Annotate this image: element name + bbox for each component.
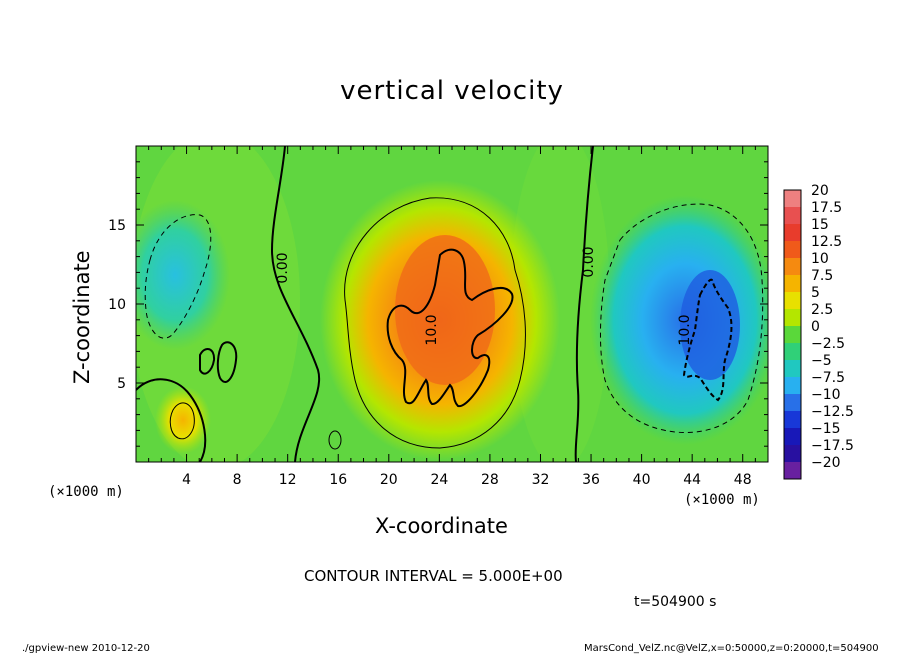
colorbar-label: 7.5 bbox=[811, 268, 833, 284]
colorbar-swatch bbox=[784, 428, 801, 445]
x-tick-label: 24 bbox=[430, 472, 448, 488]
colorbar-swatch bbox=[784, 377, 801, 394]
x-tick-label: 28 bbox=[481, 472, 499, 488]
x-tick-label: 12 bbox=[279, 472, 297, 488]
colorbar-swatch bbox=[784, 360, 801, 377]
y-tick-label: 15 bbox=[108, 218, 126, 234]
x-tick-label: 20 bbox=[380, 472, 398, 488]
x-tick-label: 16 bbox=[329, 472, 347, 488]
y-tick-label: 10 bbox=[108, 297, 126, 313]
x-unit-label-left: (×1000 m) bbox=[48, 484, 124, 500]
contour-downdraft-outer bbox=[599, 203, 764, 434]
contour-interval-note: CONTOUR INTERVAL = 5.000E+00 bbox=[304, 567, 563, 585]
time-label: t=504900 s bbox=[634, 594, 717, 610]
colorbar-label: 2.5 bbox=[811, 302, 833, 318]
contour-weak-downdraft bbox=[144, 214, 212, 339]
colorbar-label: −17.5 bbox=[811, 438, 854, 454]
footer-right: MarsCond_VelZ.nc@VelZ,x=0:50000,z=0:2000… bbox=[584, 643, 879, 654]
contour-tiny-updraft bbox=[328, 430, 342, 450]
x-tick-label: 44 bbox=[683, 472, 701, 488]
colorbar-label: −15 bbox=[811, 421, 841, 437]
contour-zero-right bbox=[574, 146, 594, 462]
colorbar-swatch bbox=[784, 241, 801, 258]
colorbar-label: −10 bbox=[811, 387, 841, 403]
contour-updraft-10 bbox=[386, 248, 514, 408]
colorbar-label: −20 bbox=[811, 455, 841, 471]
colorbar-swatch bbox=[784, 207, 801, 224]
contour-label: 0.00 bbox=[275, 252, 291, 283]
contour-zero-left bbox=[270, 146, 321, 462]
x-tick-label: 32 bbox=[532, 472, 550, 488]
colorbar-swatch bbox=[784, 258, 801, 275]
y-tick-label: 5 bbox=[117, 376, 126, 392]
colorbar-label: 17.5 bbox=[811, 200, 842, 216]
x-axis-label: X-coordinate bbox=[375, 514, 508, 538]
x-tick-label: 48 bbox=[734, 472, 752, 488]
x-tick-label: 36 bbox=[582, 472, 600, 488]
contour-label: 10.0 bbox=[424, 314, 440, 345]
colorbar-swatch bbox=[784, 190, 801, 207]
colorbar-label: −7.5 bbox=[811, 370, 845, 386]
contour-small-updraft bbox=[169, 402, 195, 440]
weak-downdraft-region bbox=[136, 200, 230, 350]
colorbar-label: 0 bbox=[811, 319, 820, 335]
colorbar-swatch bbox=[784, 411, 801, 428]
x-tick-label: 4 bbox=[182, 472, 191, 488]
updraft-core bbox=[395, 235, 495, 385]
colorbar-swatch bbox=[784, 462, 801, 479]
downdraft-core bbox=[680, 270, 740, 380]
colorbar-label: 5 bbox=[811, 285, 820, 301]
colorbar-label: 15 bbox=[811, 217, 829, 233]
small-updraft-region bbox=[155, 386, 211, 454]
x-unit-label-right: (×1000 m) bbox=[684, 492, 760, 508]
contour-zero-small-left bbox=[136, 378, 207, 462]
colorbar-frame bbox=[783, 189, 802, 480]
contour-label: 10.0 bbox=[677, 314, 693, 345]
chart-title: vertical velocity bbox=[340, 76, 564, 106]
colorbar-swatch bbox=[784, 445, 801, 462]
y-axis-label: Z-coordinate bbox=[70, 250, 94, 384]
colorbar-swatch bbox=[784, 292, 801, 309]
colorbar-swatch bbox=[784, 343, 801, 360]
colorbar-swatch bbox=[784, 309, 801, 326]
colorbar-swatch bbox=[784, 275, 801, 292]
colorbar: 2017.51512.5107.552.50−2.5−5−7.5−10−12.5… bbox=[783, 183, 854, 480]
contour-label: 0.00 bbox=[581, 246, 597, 277]
footer-left: ./gpview-new 2010-12-20 bbox=[22, 643, 150, 654]
colorbar-swatch bbox=[784, 326, 801, 343]
contour-downdraft-10 bbox=[682, 278, 733, 402]
colorbar-swatch bbox=[784, 224, 801, 241]
contour-updraft-outer bbox=[344, 197, 526, 449]
contour-small-blobs bbox=[199, 341, 238, 383]
colorbar-label: 12.5 bbox=[811, 234, 842, 250]
contour-labels: 0.00 0.00 10.0 10.0 bbox=[275, 246, 693, 345]
colorbar-swatch bbox=[784, 394, 801, 411]
x-tick-label: 40 bbox=[633, 472, 651, 488]
colorbar-label: 20 bbox=[811, 183, 829, 199]
colorbar-label: −5 bbox=[811, 353, 832, 369]
colorbar-label: 10 bbox=[811, 251, 829, 267]
colorbar-label: −2.5 bbox=[811, 336, 845, 352]
colorbar-label: −12.5 bbox=[811, 404, 854, 420]
heatmap-field: 0.00 0.00 10.0 10.0 bbox=[136, 146, 768, 462]
x-tick-label: 8 bbox=[233, 472, 242, 488]
